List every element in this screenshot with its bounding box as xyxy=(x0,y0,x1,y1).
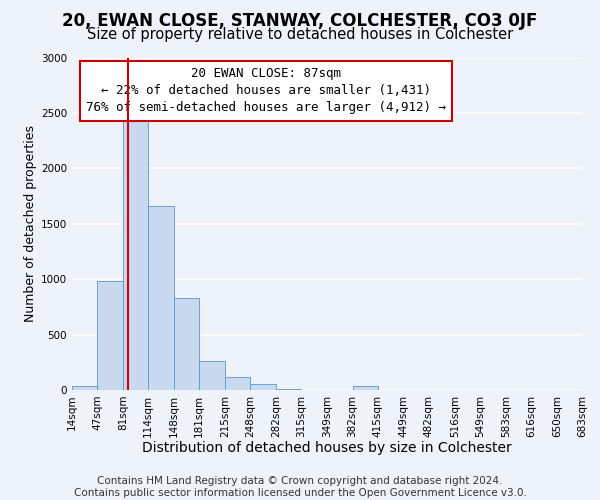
Bar xyxy=(353,386,377,390)
Bar xyxy=(199,360,225,390)
Bar xyxy=(148,206,174,390)
Bar xyxy=(97,282,123,390)
Bar xyxy=(225,378,250,390)
Text: Size of property relative to detached houses in Colchester: Size of property relative to detached ho… xyxy=(87,28,513,42)
Text: 20, EWAN CLOSE, STANWAY, COLCHESTER, CO3 0JF: 20, EWAN CLOSE, STANWAY, COLCHESTER, CO3… xyxy=(62,12,538,30)
Text: 20 EWAN CLOSE: 87sqm
← 22% of detached houses are smaller (1,431)
76% of semi-de: 20 EWAN CLOSE: 87sqm ← 22% of detached h… xyxy=(86,68,446,114)
Y-axis label: Number of detached properties: Number of detached properties xyxy=(24,125,37,322)
Text: Contains HM Land Registry data © Crown copyright and database right 2024.
Contai: Contains HM Land Registry data © Crown c… xyxy=(74,476,526,498)
Bar xyxy=(174,298,199,390)
Bar xyxy=(123,118,148,390)
Bar xyxy=(72,386,97,390)
X-axis label: Distribution of detached houses by size in Colchester: Distribution of detached houses by size … xyxy=(142,441,512,455)
Bar xyxy=(250,384,277,390)
